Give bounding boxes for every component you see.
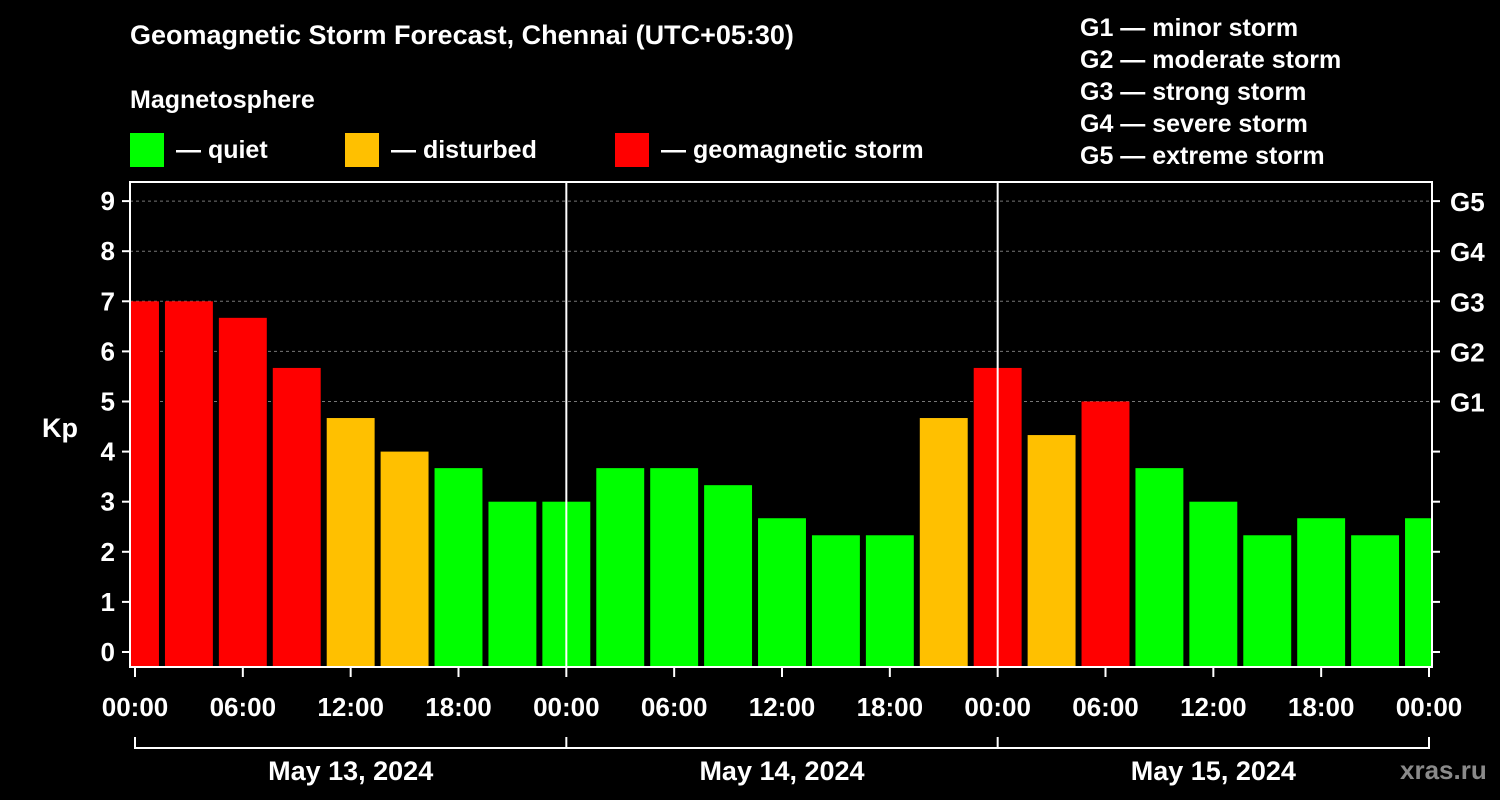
legend-quiet-swatch [130, 133, 164, 167]
watermark: xras.ru [1400, 755, 1487, 785]
y-tick-label: 3 [101, 487, 115, 517]
gscale-g3: G3 — strong storm [1080, 78, 1307, 106]
x-tick-label: 06:00 [1072, 692, 1139, 722]
g-level-label: G4 [1450, 237, 1485, 267]
y-tick-label: 1 [101, 587, 115, 617]
legend-storm-label: — geomagnetic storm [661, 135, 924, 164]
kp-bar [1297, 518, 1346, 667]
chart-title: Geomagnetic Storm Forecast, Chennai (UTC… [130, 20, 794, 50]
legend-disturbed-swatch [345, 133, 379, 167]
g-level-label: G3 [1450, 287, 1485, 317]
x-tick-label: 18:00 [857, 692, 924, 722]
y-tick-label: 9 [101, 186, 115, 216]
gscale-g5: G5 — extreme storm [1080, 142, 1325, 170]
kp-bar [1081, 401, 1130, 667]
kp-bar [1351, 535, 1400, 667]
y-tick-label: 0 [101, 637, 115, 667]
kp-bar [704, 485, 753, 667]
gscale-g2: G2 — moderate storm [1080, 46, 1342, 74]
y-tick-label: 5 [101, 387, 115, 417]
kp-bar [434, 468, 483, 667]
bars-group [131, 301, 1431, 667]
x-tick-label: 00:00 [964, 692, 1031, 722]
kp-bar [919, 418, 968, 667]
legend-quiet-label: — quiet [176, 135, 268, 164]
legend-quiet: — quiet [130, 133, 268, 167]
date-label: May 13, 2024 [268, 756, 433, 786]
legend-disturbed-label: — disturbed [391, 135, 537, 164]
legend-storm: — geomagnetic storm [615, 133, 924, 167]
kp-bar [758, 518, 806, 667]
legend-storm-swatch [615, 133, 649, 167]
kp-bar [1027, 435, 1076, 667]
kp-bar [1135, 468, 1184, 667]
y-axis-label: Kp [42, 413, 78, 443]
kp-bar [596, 468, 645, 667]
x-tick-label: 12:00 [1180, 692, 1247, 722]
kp-bar [650, 468, 699, 667]
g-level-label: G5 [1450, 187, 1485, 217]
y-tick-label: 6 [101, 336, 115, 366]
gscale-g4: G4 — severe storm [1080, 110, 1308, 138]
legend-disturbed: — disturbed [345, 133, 537, 167]
kp-bar [131, 301, 159, 667]
y-tick-label: 7 [101, 286, 115, 316]
kp-bar [218, 317, 267, 667]
kp-bar [1189, 501, 1238, 667]
kp-bar [811, 535, 860, 667]
kp-bar [865, 535, 914, 667]
kp-bar [164, 301, 213, 667]
x-tick-label: 06:00 [641, 692, 708, 722]
y-tick-label: 2 [101, 537, 115, 567]
x-tick-label: 18:00 [1288, 692, 1355, 722]
kp-bar [380, 451, 429, 667]
date-label: May 14, 2024 [699, 756, 864, 786]
kp-bar [1405, 518, 1431, 667]
magnetosphere-label: Magnetosphere [130, 86, 315, 114]
kp-bar [272, 367, 321, 667]
x-tick-label: 12:00 [749, 692, 816, 722]
kp-bar [326, 418, 375, 667]
gscale-g1: G1 — minor storm [1080, 14, 1299, 42]
kp-bar [1243, 535, 1292, 667]
date-label: May 15, 2024 [1131, 756, 1296, 786]
g-level-label: G2 [1450, 337, 1485, 367]
y-tick-label: 8 [101, 236, 115, 266]
x-tick-label: 18:00 [425, 692, 492, 722]
x-tick-label: 00:00 [533, 692, 600, 722]
y-tick-label: 4 [101, 437, 116, 467]
x-tick-label: 06:00 [210, 692, 277, 722]
g-level-label: G1 [1450, 388, 1485, 418]
x-tick-label: 00:00 [1396, 692, 1463, 722]
x-tick-label: 00:00 [102, 692, 169, 722]
x-tick-label: 12:00 [317, 692, 384, 722]
kp-bar [488, 501, 537, 667]
